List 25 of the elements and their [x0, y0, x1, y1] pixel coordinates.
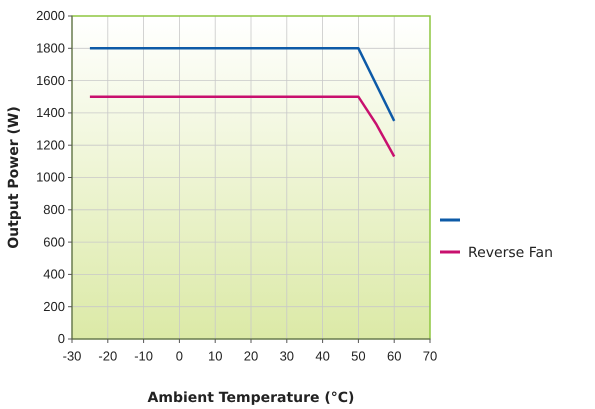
- x-tick-label: -30: [62, 348, 82, 364]
- x-tick-label: 50: [351, 348, 366, 364]
- y-tick-label: 400: [43, 266, 65, 282]
- x-tick-label: 10: [208, 348, 222, 364]
- x-tick-label: -20: [98, 348, 118, 364]
- y-tick-label: 2000: [36, 8, 65, 24]
- y-tick-label: 200: [43, 298, 65, 314]
- x-tick-label: 40: [315, 348, 330, 364]
- legend-label: Reverse Fan: [468, 245, 553, 261]
- y-tick-label: 800: [43, 202, 65, 217]
- x-tick-label: 20: [244, 348, 258, 364]
- y-tick-label: 1400: [36, 105, 65, 120]
- x-tick-label: 30: [280, 348, 294, 364]
- x-tick-label: 70: [422, 348, 438, 364]
- y-axis-title: Output Power (W): [6, 106, 22, 249]
- x-tick-label: 60: [386, 348, 402, 364]
- x-axis-title: Ambient Temperature (°C): [148, 390, 354, 406]
- x-tick-label: -10: [134, 348, 153, 364]
- x-tick-label: 0: [176, 348, 184, 364]
- y-tick-label: 1800: [36, 40, 65, 56]
- y-tick-label: 0: [58, 331, 65, 346]
- y-tick-label: 1600: [36, 72, 65, 88]
- y-tick-label: 1000: [36, 170, 65, 185]
- y-tick-label: 600: [43, 234, 65, 250]
- y-tick-label: 1200: [36, 137, 65, 152]
